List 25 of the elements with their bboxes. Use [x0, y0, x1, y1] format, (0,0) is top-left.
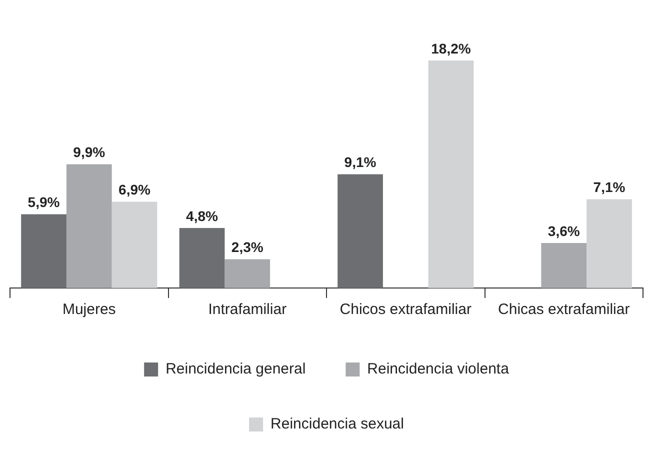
- legend-label: Reincidencia sexual: [270, 416, 404, 433]
- bar: [224, 259, 270, 288]
- x-tick-label: Chicos extrafamiliar: [340, 301, 472, 318]
- data-label: 6,9%: [118, 182, 151, 198]
- data-label: 7,1%: [593, 179, 626, 196]
- bar: [428, 60, 474, 288]
- legend-label: Reincidencia general: [166, 360, 306, 378]
- data-label: 3,6%: [548, 222, 580, 239]
- bar: [338, 174, 383, 288]
- x-tick-label: Chicas extrafamiliar: [498, 301, 630, 318]
- data-label: 4,8%: [186, 208, 219, 224]
- x-tick-label: Intrafamiliar: [208, 301, 287, 318]
- data-label: 9,9%: [73, 144, 106, 160]
- data-label: 2,3%: [231, 239, 264, 256]
- bar: [112, 202, 158, 288]
- data-label: 9,1%: [344, 154, 377, 170]
- data-label: 5,9%: [28, 194, 60, 210]
- data-label: 18,2%: [431, 40, 472, 56]
- x-tick-label: Mujeres: [62, 301, 116, 318]
- bar: [586, 199, 632, 288]
- legend-label: Reincidencia violenta: [367, 360, 510, 378]
- bar: [66, 164, 112, 288]
- bar: [179, 228, 225, 288]
- bar: [541, 243, 587, 288]
- bar: [21, 214, 66, 288]
